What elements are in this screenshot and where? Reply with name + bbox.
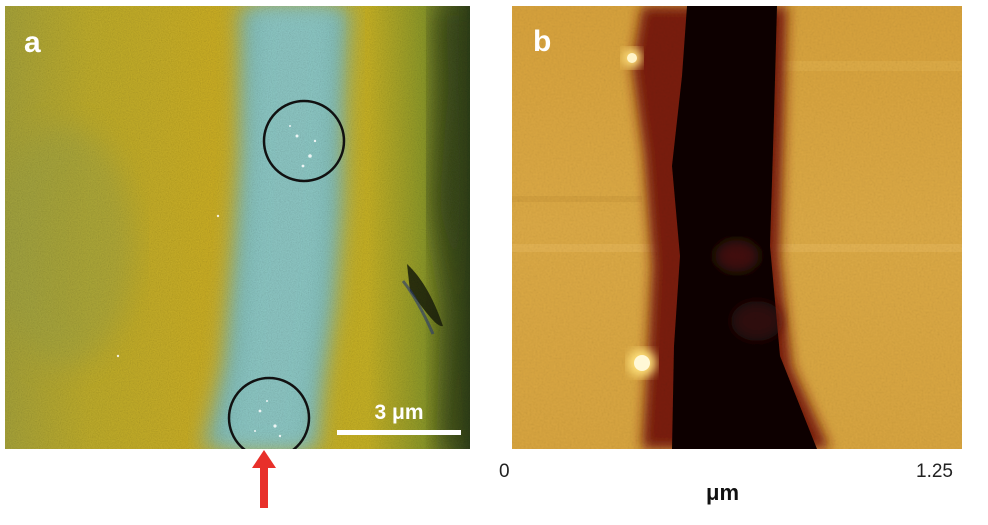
afm-image-b-graphic: [512, 6, 962, 449]
scale-bar-label: 3 μm: [374, 401, 424, 424]
highlight-circle-bottom: [227, 376, 311, 449]
scale-bar: [337, 430, 461, 435]
afm-image-a-graphic: [5, 6, 470, 449]
afm-image-b: b: [512, 6, 962, 449]
panel-label-a: a: [24, 26, 41, 59]
red-arrow-icon: [252, 450, 276, 508]
panel-label-b: b: [533, 25, 552, 58]
highlight-circle-top: [262, 99, 346, 183]
axis-min-label: 0: [499, 461, 510, 482]
axis-max-label: 1.25: [916, 461, 953, 482]
axis-unit-label: μm: [706, 480, 740, 505]
afm-image-a: a 3 μm: [5, 6, 470, 449]
